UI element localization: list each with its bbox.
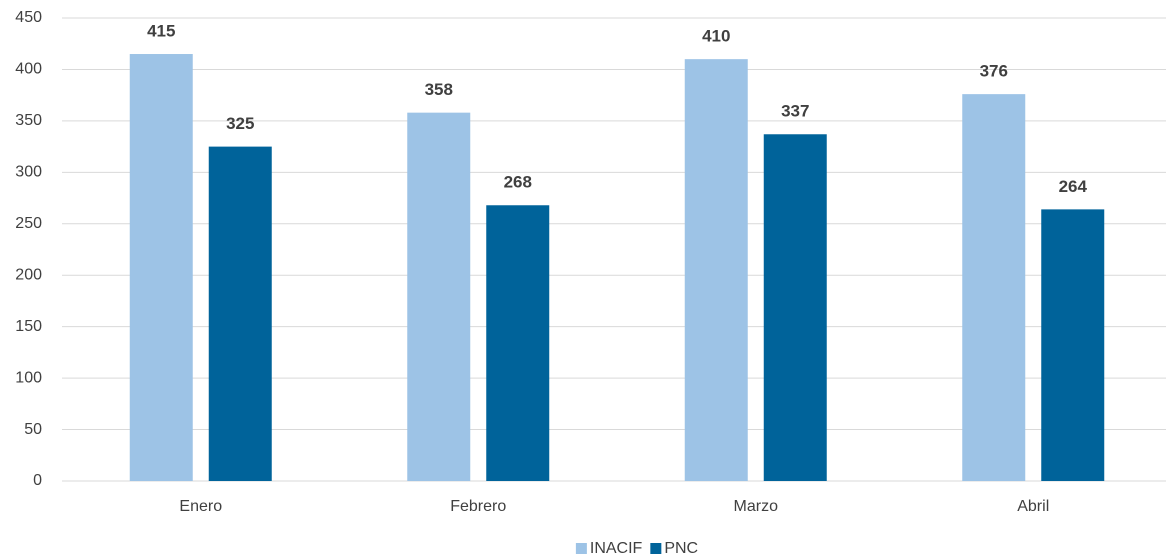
data-label: 415 xyxy=(147,21,175,40)
legend-label: INACIF xyxy=(590,540,643,557)
y-tick-label: 350 xyxy=(15,112,42,129)
data-label: 376 xyxy=(980,62,1008,81)
bar xyxy=(407,112,471,481)
data-label: 410 xyxy=(702,27,730,46)
x-tick-label: Marzo xyxy=(734,498,779,515)
y-tick-label: 150 xyxy=(15,318,42,335)
y-tick-label: 450 xyxy=(15,9,42,26)
data-label: 268 xyxy=(504,173,532,192)
y-tick-label: 0 xyxy=(33,472,42,489)
x-tick-label: Abril xyxy=(1017,498,1049,515)
y-tick-label: 250 xyxy=(15,215,42,232)
y-tick-label: 50 xyxy=(24,421,42,438)
x-tick-label: Enero xyxy=(179,498,222,515)
data-label: 325 xyxy=(226,114,254,133)
y-tick-label: 100 xyxy=(15,369,42,386)
legend-swatch xyxy=(650,543,662,554)
bar xyxy=(962,94,1026,481)
bar xyxy=(208,146,272,481)
legend-swatch xyxy=(575,543,587,554)
bar xyxy=(486,205,550,481)
data-label: 337 xyxy=(781,102,809,121)
y-tick-label: 300 xyxy=(15,164,42,181)
bar xyxy=(129,54,193,482)
y-tick-label: 400 xyxy=(15,61,42,78)
data-label: 358 xyxy=(425,80,453,99)
y-tick-label: 200 xyxy=(15,266,42,283)
data-label: 264 xyxy=(1059,177,1088,196)
bar xyxy=(763,134,827,481)
legend-label: PNC xyxy=(664,540,698,557)
bar xyxy=(1041,209,1105,481)
x-tick-label: Febrero xyxy=(450,498,506,515)
bar xyxy=(684,59,748,482)
